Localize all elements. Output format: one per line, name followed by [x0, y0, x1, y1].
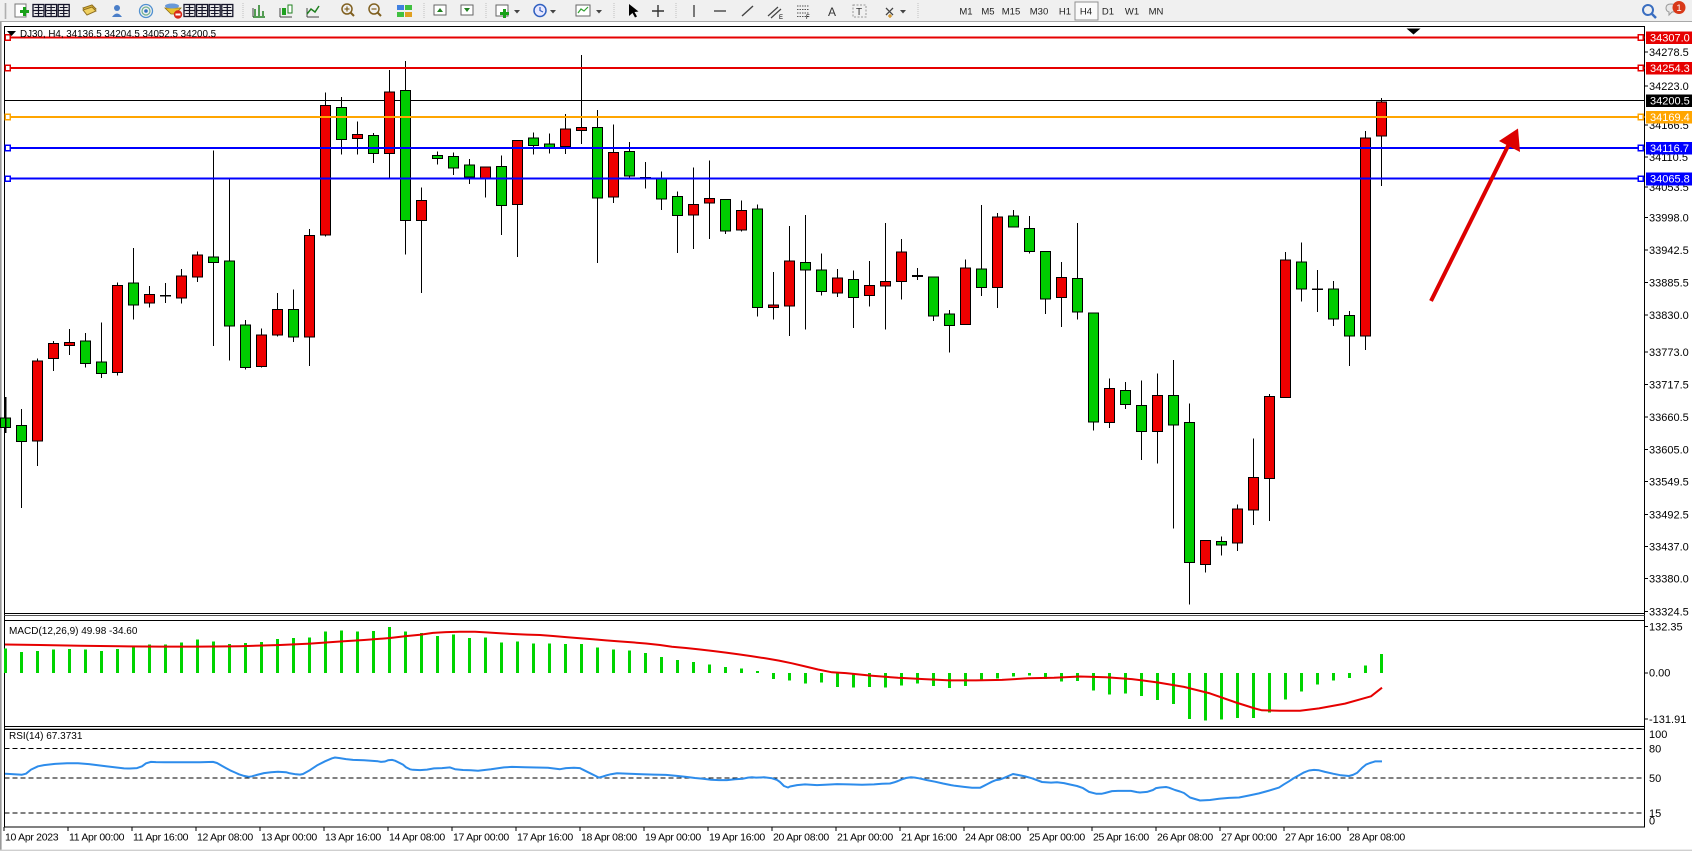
svg-text:DJ30, H4, 34136.5 34204.5 3405: DJ30, H4, 34136.5 34204.5 34052.5 34200.… — [20, 29, 217, 40]
svg-text:E: E — [779, 15, 783, 21]
svg-text:T: T — [856, 7, 862, 18]
svg-text:33942.5: 33942.5 — [1649, 245, 1689, 257]
svg-text:11 Apr 00:00: 11 Apr 00:00 — [69, 832, 125, 844]
svg-text:D1: D1 — [1102, 7, 1114, 18]
svg-text:34278.5: 34278.5 — [1649, 47, 1689, 59]
svg-text:100: 100 — [1649, 729, 1667, 741]
svg-text:34223.0: 34223.0 — [1649, 81, 1689, 93]
svg-text:13 Apr 16:00: 13 Apr 16:00 — [325, 832, 381, 844]
svg-text:33885.5: 33885.5 — [1649, 278, 1689, 290]
svg-text:80: 80 — [1649, 744, 1661, 756]
svg-text:MN: MN — [1149, 7, 1164, 18]
svg-text:-131.91: -131.91 — [1649, 714, 1686, 726]
svg-text:132.35: 132.35 — [1649, 622, 1683, 634]
svg-text:33549.5: 33549.5 — [1649, 477, 1689, 489]
svg-text:33660.5: 33660.5 — [1649, 412, 1689, 424]
svg-text:19 Apr 16:00: 19 Apr 16:00 — [709, 832, 765, 844]
svg-text:10 Apr 2023: 10 Apr 2023 — [5, 832, 59, 844]
svg-text:MACD(12,26,9) 49.98 -34.60: MACD(12,26,9) 49.98 -34.60 — [9, 626, 138, 637]
svg-text:34110.5: 34110.5 — [1649, 152, 1688, 164]
svg-text:27 Apr 16:00: 27 Apr 16:00 — [1285, 832, 1341, 844]
svg-text:50: 50 — [1649, 773, 1661, 785]
svg-text:12 Apr 08:00: 12 Apr 08:00 — [197, 832, 253, 844]
svg-text:W1: W1 — [1125, 7, 1139, 18]
svg-text:M15: M15 — [1002, 7, 1020, 18]
svg-text:20 Apr 08:00: 20 Apr 08:00 — [773, 832, 829, 844]
svg-text:34254.3: 34254.3 — [1650, 63, 1690, 75]
svg-text:M5: M5 — [981, 7, 994, 18]
svg-text:33830.0: 33830.0 — [1649, 310, 1689, 322]
svg-text:H1: H1 — [1059, 7, 1071, 18]
svg-text:H4: H4 — [1080, 7, 1092, 18]
svg-text:14 Apr 08:00: 14 Apr 08:00 — [389, 832, 445, 844]
svg-text:34307.0: 34307.0 — [1650, 33, 1690, 45]
svg-text:33492.5: 33492.5 — [1649, 510, 1689, 522]
svg-text:34169.4: 34169.4 — [1650, 112, 1690, 124]
svg-text:21 Apr 16:00: 21 Apr 16:00 — [901, 832, 957, 844]
svg-text:17 Apr 00:00: 17 Apr 00:00 — [453, 832, 509, 844]
svg-text:15: 15 — [1649, 808, 1661, 820]
svg-text:25 Apr 16:00: 25 Apr 16:00 — [1093, 832, 1149, 844]
svg-text:18 Apr 08:00: 18 Apr 08:00 — [581, 832, 637, 844]
svg-text:33380.0: 33380.0 — [1649, 574, 1689, 586]
svg-text:34116.7: 34116.7 — [1650, 143, 1689, 155]
svg-text:M1: M1 — [959, 7, 972, 18]
svg-text:28 Apr 08:00: 28 Apr 08:00 — [1349, 832, 1405, 844]
svg-text:26 Apr 08:00: 26 Apr 08:00 — [1157, 832, 1213, 844]
svg-text:34200.5: 34200.5 — [1650, 96, 1690, 108]
svg-text:F: F — [806, 15, 810, 21]
svg-text:0.00: 0.00 — [1649, 668, 1670, 680]
svg-text:0: 0 — [1649, 816, 1655, 828]
svg-text:17 Apr 16:00: 17 Apr 16:00 — [517, 832, 573, 844]
svg-text:33717.5: 33717.5 — [1649, 380, 1689, 392]
svg-text:27 Apr 00:00: 27 Apr 00:00 — [1221, 832, 1277, 844]
svg-text:33773.0: 33773.0 — [1649, 347, 1689, 359]
svg-text:11 Apr 16:00: 11 Apr 16:00 — [133, 832, 189, 844]
svg-text:24 Apr 08:00: 24 Apr 08:00 — [965, 832, 1021, 844]
svg-text:33324.5: 33324.5 — [1649, 607, 1689, 619]
svg-text:A: A — [828, 5, 836, 19]
svg-text:25 Apr 00:00: 25 Apr 00:00 — [1029, 832, 1085, 844]
svg-text:1: 1 — [1676, 3, 1681, 14]
svg-text:13 Apr 00:00: 13 Apr 00:00 — [261, 832, 317, 844]
svg-text:34065.8: 34065.8 — [1650, 174, 1690, 186]
svg-text:21 Apr 00:00: 21 Apr 00:00 — [837, 832, 893, 844]
svg-text:19 Apr 00:00: 19 Apr 00:00 — [645, 832, 701, 844]
svg-text:33605.0: 33605.0 — [1649, 445, 1689, 457]
svg-text:M30: M30 — [1030, 7, 1048, 18]
svg-text:RSI(14) 67.3731: RSI(14) 67.3731 — [9, 731, 83, 742]
svg-text:33437.0: 33437.0 — [1649, 542, 1689, 554]
svg-text:33998.0: 33998.0 — [1649, 213, 1689, 225]
